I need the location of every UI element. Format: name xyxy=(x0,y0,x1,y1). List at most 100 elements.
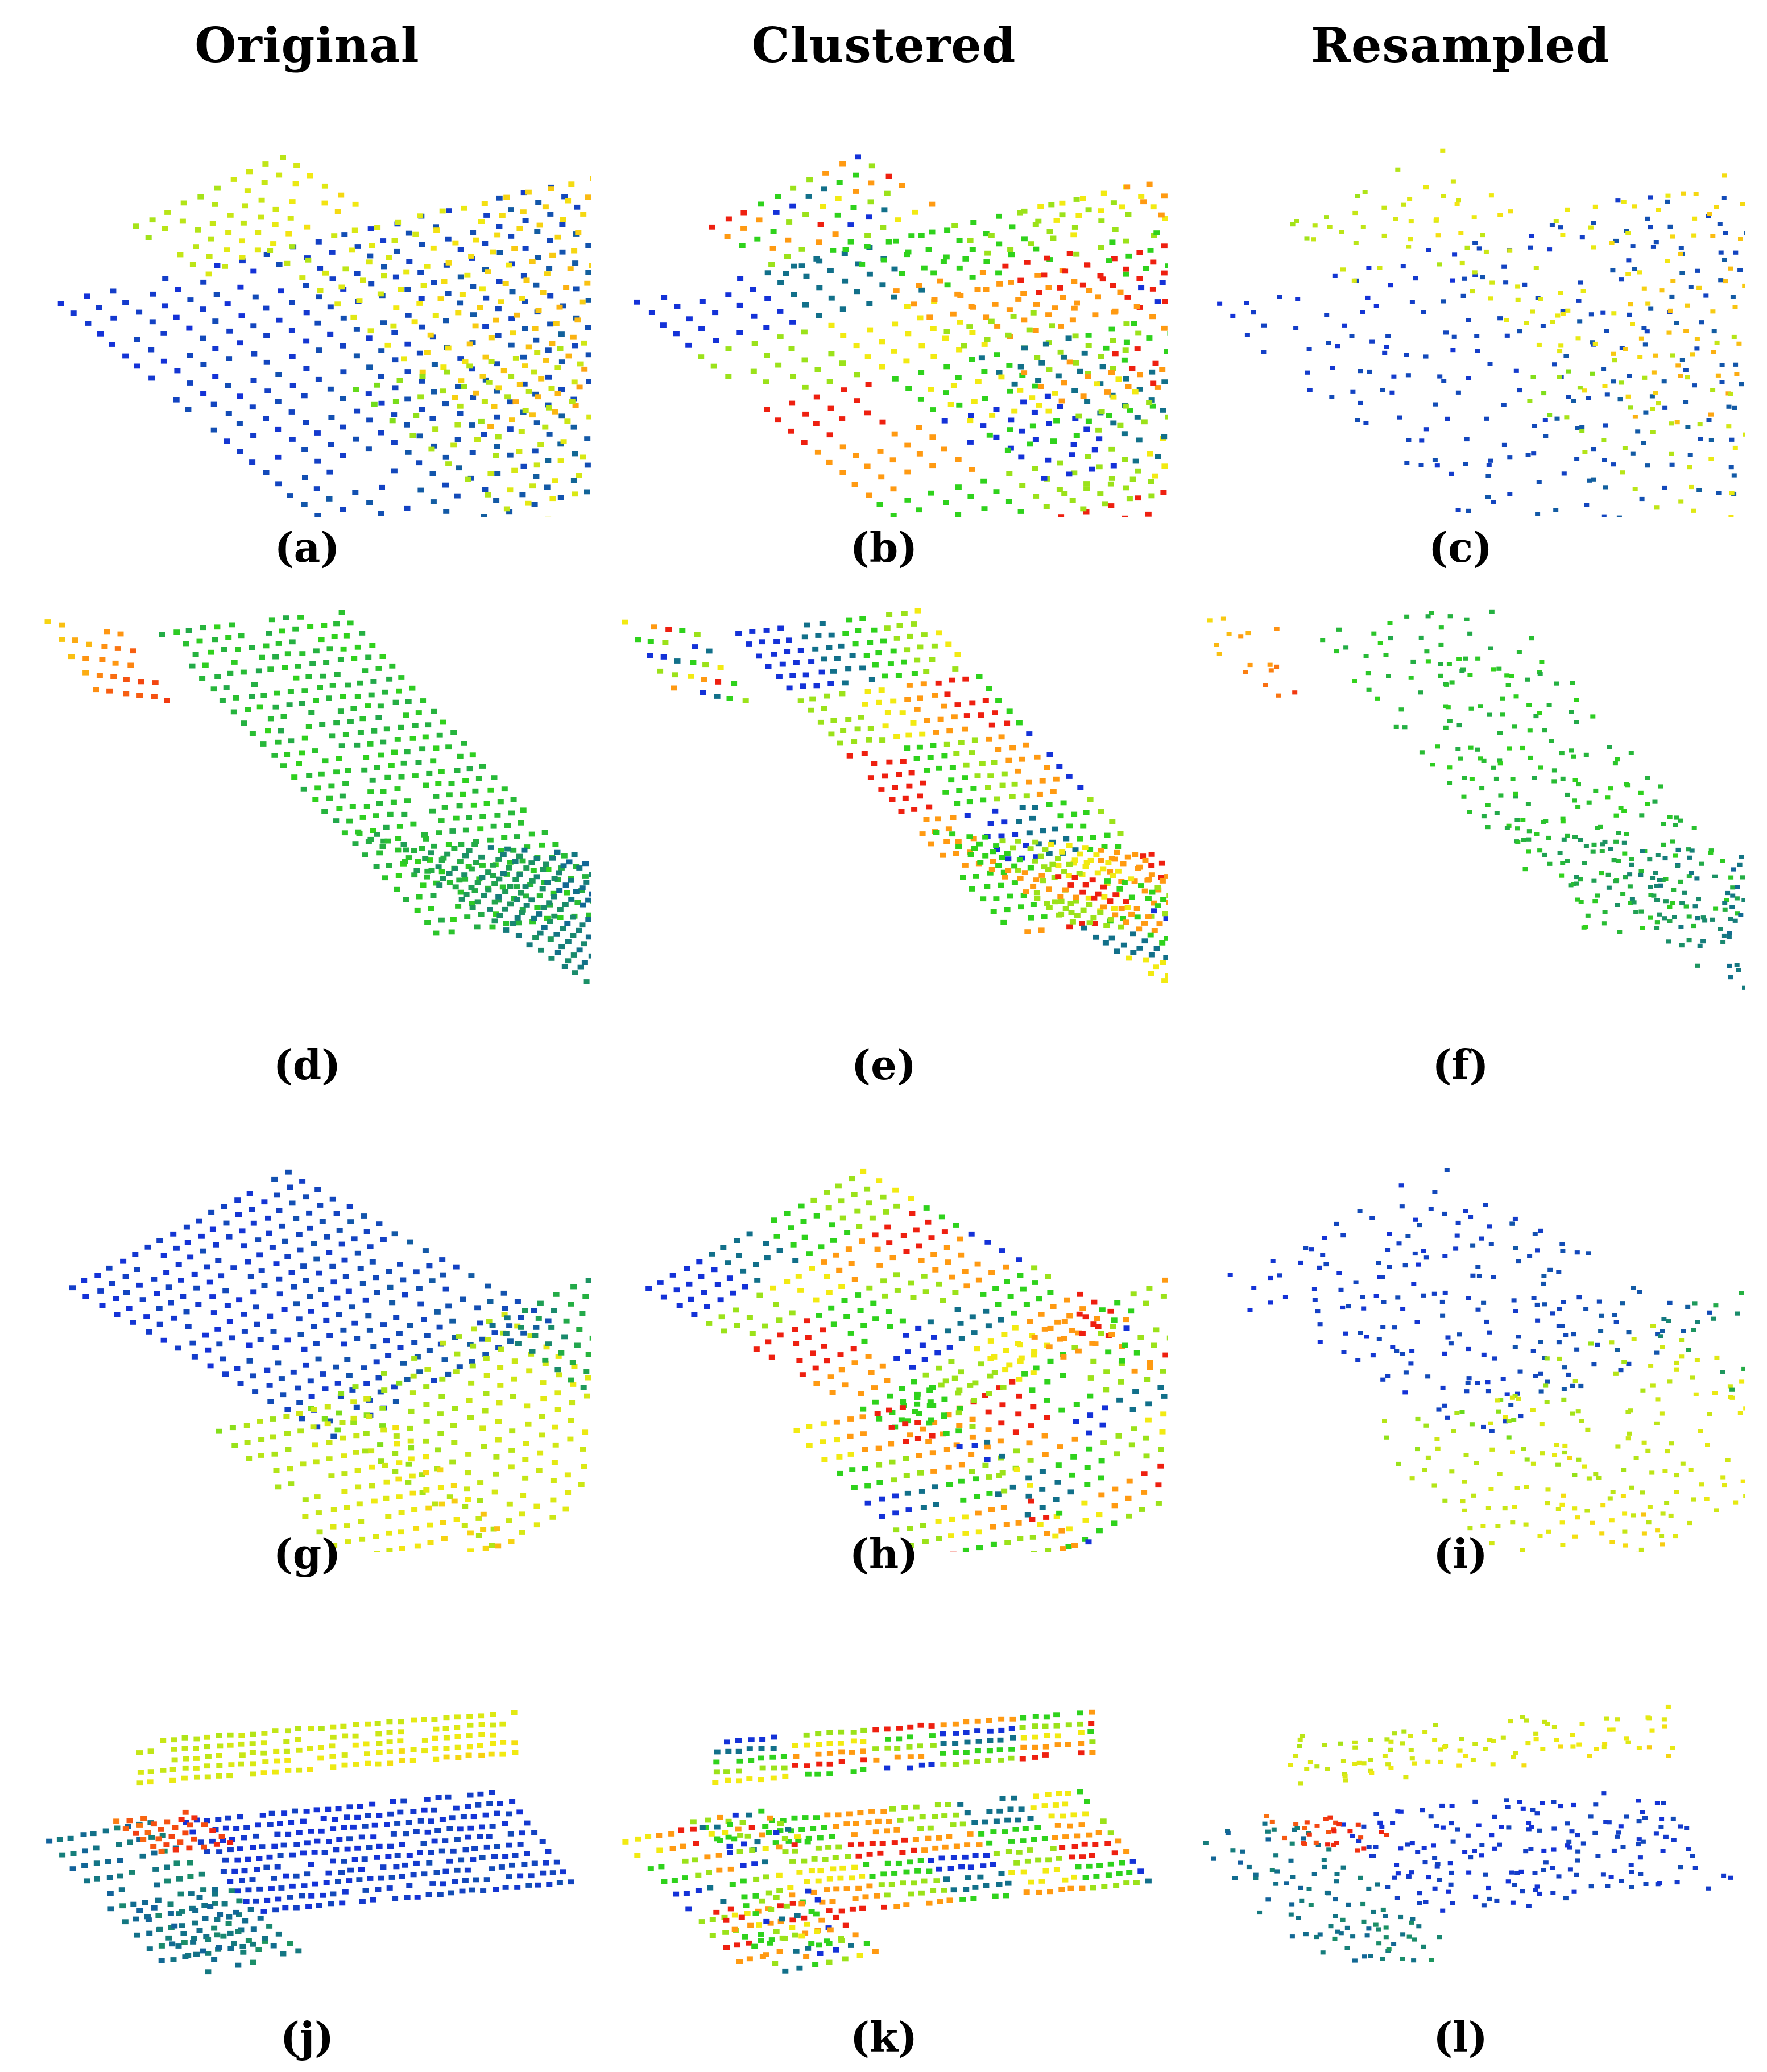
point-marker xyxy=(393,1315,400,1320)
point-marker xyxy=(307,173,313,179)
point-marker xyxy=(418,296,425,301)
point-marker xyxy=(429,471,436,476)
point-marker xyxy=(1081,350,1088,356)
point-marker xyxy=(830,669,837,674)
point-marker xyxy=(529,412,536,418)
point-marker xyxy=(497,799,504,805)
point-marker xyxy=(914,1395,921,1400)
point-marker xyxy=(326,496,333,502)
point-marker xyxy=(570,478,577,483)
point-marker xyxy=(486,380,493,385)
point-marker xyxy=(361,767,368,773)
point-marker xyxy=(519,492,526,498)
point-marker xyxy=(736,330,743,335)
point-marker xyxy=(1021,370,1028,375)
point-marker xyxy=(293,675,300,681)
point-marker xyxy=(451,1498,458,1504)
point-marker xyxy=(246,1358,253,1364)
point-marker xyxy=(152,680,159,685)
point-marker xyxy=(474,899,481,905)
point-marker xyxy=(530,868,537,873)
point-marker xyxy=(1095,427,1102,433)
point-marker xyxy=(981,506,988,511)
point-marker xyxy=(549,341,556,346)
point-marker xyxy=(175,1262,182,1267)
point-marker xyxy=(1019,428,1025,434)
point-marker xyxy=(1669,451,1674,456)
point-marker xyxy=(1074,300,1080,306)
point-marker xyxy=(202,662,209,668)
point-marker xyxy=(81,1278,88,1283)
point-marker xyxy=(504,823,511,828)
point-marker xyxy=(287,1466,293,1472)
point-marker xyxy=(511,246,518,251)
point-marker xyxy=(214,624,221,630)
point-marker xyxy=(1557,349,1563,354)
point-marker xyxy=(920,1426,926,1432)
point-marker xyxy=(980,1292,987,1297)
point-marker xyxy=(282,665,288,670)
point-marker xyxy=(516,872,523,877)
point-marker xyxy=(980,797,987,803)
column-title-clustered: Clustered xyxy=(751,17,1016,73)
point-marker xyxy=(1154,385,1161,390)
point-marker xyxy=(431,280,437,285)
point-marker xyxy=(525,344,532,350)
point-marker xyxy=(246,1191,253,1196)
point-marker xyxy=(993,434,1000,440)
point-marker xyxy=(525,189,532,195)
point-marker xyxy=(355,1484,362,1490)
point-marker xyxy=(435,864,442,869)
point-marker xyxy=(519,296,525,301)
point-marker xyxy=(572,491,578,497)
point-marker xyxy=(827,1374,834,1379)
point-marker xyxy=(1463,656,1468,661)
point-marker xyxy=(1450,348,1456,353)
point-marker xyxy=(136,1282,143,1288)
point-marker xyxy=(299,651,306,656)
point-marker xyxy=(411,1507,418,1512)
point-marker xyxy=(436,1324,443,1330)
point-marker xyxy=(898,809,905,814)
point-marker xyxy=(859,616,866,621)
point-marker xyxy=(916,507,922,513)
point-marker xyxy=(759,639,765,645)
point-marker xyxy=(270,1434,276,1440)
point-marker xyxy=(317,1203,324,1208)
point-marker xyxy=(1696,285,1702,290)
point-marker xyxy=(249,694,255,699)
point-marker xyxy=(1639,496,1645,502)
point-marker xyxy=(1073,433,1080,438)
point-marker xyxy=(1708,438,1714,442)
point-marker xyxy=(170,1231,177,1237)
point-marker xyxy=(810,1350,816,1356)
point-marker xyxy=(1485,825,1491,830)
point-marker xyxy=(1565,308,1571,313)
point-marker xyxy=(546,432,553,437)
point-marker xyxy=(1019,483,1026,488)
point-marker xyxy=(1520,818,1526,822)
point-marker xyxy=(371,728,378,734)
point-marker xyxy=(1132,458,1139,464)
point-marker xyxy=(798,263,805,268)
point-marker xyxy=(1393,724,1399,729)
point-marker xyxy=(1057,285,1063,291)
point-marker xyxy=(291,774,298,780)
point-marker xyxy=(250,378,257,383)
point-marker xyxy=(777,625,784,631)
point-marker xyxy=(1661,379,1667,384)
point-marker xyxy=(1720,859,1725,863)
point-marker xyxy=(1018,904,1024,910)
point-marker xyxy=(486,1319,493,1324)
point-marker xyxy=(885,239,892,245)
point-marker xyxy=(1121,431,1128,437)
point-marker xyxy=(1123,485,1129,491)
point-marker xyxy=(911,1379,917,1385)
point-marker xyxy=(1070,232,1077,238)
point-marker xyxy=(423,782,429,788)
point-marker xyxy=(1674,420,1680,425)
point-marker xyxy=(370,679,377,684)
point-marker xyxy=(1681,191,1686,196)
point-marker xyxy=(932,1267,939,1273)
point-marker xyxy=(408,1408,415,1414)
